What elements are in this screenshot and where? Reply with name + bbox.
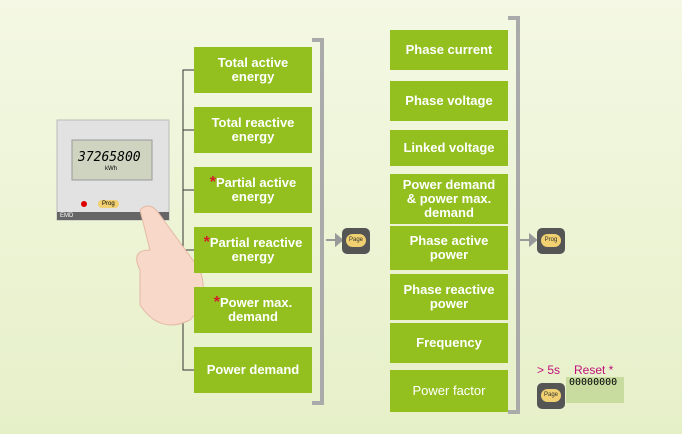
gray-bracket [312, 40, 322, 403]
menu-label: Partial reactive energy [210, 235, 303, 264]
menu-box: Linked voltage [390, 130, 508, 166]
diagram: 37265800 kWh Prog EMD Page Prog > 5s Res… [0, 0, 682, 434]
menu-text: *Partial reactive energy [202, 236, 304, 264]
reset-display: 00000000 [566, 377, 624, 403]
menu-text: Total active energy [202, 56, 304, 84]
menu-box: Phase active power [390, 226, 508, 270]
menu-box: Phase voltage [390, 81, 508, 121]
menu-text: *Partial active energy [202, 176, 304, 204]
arrow [326, 235, 342, 245]
menu-box: Frequency [390, 323, 508, 363]
page-button: Page [342, 228, 370, 254]
menu-box: Power demand [194, 347, 312, 393]
menu-label: Power demand [207, 362, 299, 377]
menu-box: Power factor [390, 370, 508, 412]
menu-box: *Partial reactive energy [194, 227, 312, 273]
reset-button: Page [537, 383, 565, 409]
menu-text: Power demand [207, 363, 299, 377]
menu-label: Total reactive energy [212, 115, 295, 144]
left-bracket [183, 70, 194, 370]
menu-label: Power max. demand [220, 295, 292, 324]
device-unit: kWh [105, 166, 117, 172]
prog-button: Prog [537, 228, 565, 254]
led [81, 201, 87, 207]
menu-box: Phase current [390, 30, 508, 70]
menu-label: Partial active energy [216, 175, 296, 204]
menu-text: *Power max. demand [202, 296, 304, 324]
button-label: Page [541, 389, 561, 402]
reset-label: Reset * [574, 363, 613, 377]
menu-box: *Power max. demand [194, 287, 312, 333]
menu-box: Power demand & power max. demand [390, 174, 508, 224]
button-label: Prog [541, 234, 561, 247]
device-button: Prog [98, 200, 119, 208]
menu-box: *Partial active energy [194, 167, 312, 213]
device-brand: EMD [60, 213, 73, 219]
gray-bracket [508, 18, 518, 412]
menu-text: Total reactive energy [202, 116, 304, 144]
device-reading: 37265800 [78, 150, 141, 165]
button-label: Page [346, 234, 366, 247]
menu-label: Total active energy [218, 55, 289, 84]
reset-time: > 5s [537, 363, 560, 377]
menu-box: Total active energy [194, 47, 312, 93]
menu-box: Phase reactive power [390, 274, 508, 320]
menu-box: Total reactive energy [194, 107, 312, 153]
arrow [520, 235, 536, 245]
